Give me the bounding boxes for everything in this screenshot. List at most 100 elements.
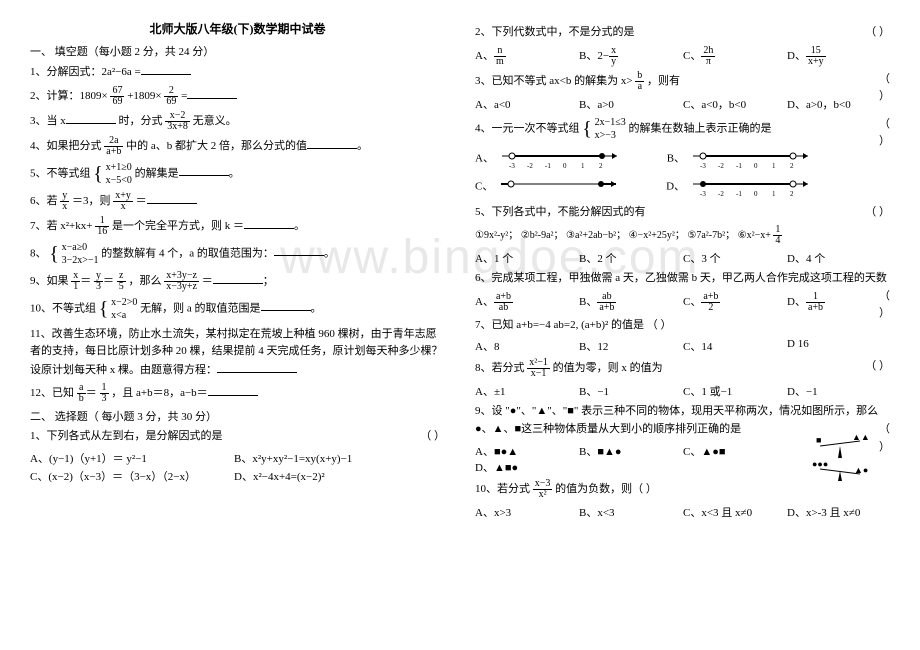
den: 3 xyxy=(94,282,103,292)
lbl: A、 xyxy=(475,152,494,164)
frac-ab: ab xyxy=(77,383,86,404)
q5a: 5、不等式组 xyxy=(30,167,91,179)
brace-icon: { xyxy=(93,164,103,184)
r-q4a: 4、一元一次不等式组 xyxy=(475,122,580,134)
opt-d: D、1a+b xyxy=(787,292,867,313)
lbl: D、 xyxy=(787,50,806,62)
item1: ①9x²-y²； xyxy=(475,228,518,244)
frac-xy: xy xyxy=(609,46,618,67)
left-column: 北师大版八年级(下)数学期中试卷 一、 填空题（每小题 2 分，共 24 分） … xyxy=(30,20,445,522)
r-q5-opts: A、1 个 B、2 个 C、3 个 D、4 个 xyxy=(475,250,890,266)
s2q1-opts: A、(y−1)（y+1）＝ y²−1 B、x²y+xy²−1=xy(x+y)−1 xyxy=(30,450,445,466)
r-q8b: 的值为零，则 x 的值为 xyxy=(553,362,663,374)
brace-icon: { xyxy=(582,119,592,139)
opt-c: C、3 个 xyxy=(683,250,763,266)
opt-d: D、15x+y xyxy=(787,46,867,67)
q7b: 是一个完全平方式，则 k ＝ xyxy=(112,220,244,232)
num: 67 xyxy=(110,86,124,97)
frac-67-69: 6769 xyxy=(110,86,124,107)
frac-nm: nm xyxy=(494,46,506,67)
svg-text:-3: -3 xyxy=(700,162,706,170)
lbl: C、 xyxy=(475,180,493,192)
num: 2h xyxy=(701,46,715,57)
q8: 8、 { x−a≥03−2x>−1 的整数解有 4 个，a 的取值范围为：。 xyxy=(30,241,445,267)
q4: 4、如果把分式 2aa+b 中的 a、b 都扩大 2 倍，那么分式的值。 xyxy=(30,136,445,157)
den: a+b xyxy=(597,303,616,313)
opt-b: B、■▲● xyxy=(579,443,659,459)
r-q2: 2、下列代数式中，不是分式的是 （ ） xyxy=(475,24,890,42)
case-row: x−a≥0 xyxy=(62,241,99,254)
blank xyxy=(187,87,237,99)
blank xyxy=(274,244,324,256)
opt-a: A、1 个 xyxy=(475,250,555,266)
r-q2-opts: A、nm B、2−xy C、2hπ D、15x+y xyxy=(475,46,890,67)
den: 16 xyxy=(95,227,109,237)
frac-abab: a+bab xyxy=(494,292,513,313)
opt-c: C、a<0，b<0 xyxy=(683,96,763,112)
opt-a: A、(y−1)（y+1）＝ y²−1 xyxy=(30,450,210,466)
r-q2-text: 2、下列代数式中，不是分式的是 xyxy=(475,26,635,38)
numline-row1: A、 -3-2-1012 B、 -3-2-1012 xyxy=(475,146,879,172)
frac-x21: x²−1x−1 xyxy=(527,358,550,379)
numberline-b: -3-2-1012 xyxy=(688,146,818,172)
item6: ⑥x²−x+ xyxy=(738,228,771,244)
q3c: 无意义。 xyxy=(193,115,237,127)
q3: 3、当 x 时，分式 x−23x+8 无意义。 xyxy=(30,111,445,132)
section1-head: 一、 填空题（每小题 2 分，共 24 分） xyxy=(30,43,445,59)
svg-text:-1: -1 xyxy=(736,162,742,170)
den: a+b xyxy=(806,303,825,313)
den: 69 xyxy=(110,97,124,107)
frac-1apb: 1a+b xyxy=(806,292,825,313)
den: x−1 xyxy=(527,369,550,379)
num: b xyxy=(635,71,644,82)
num: x−3 xyxy=(533,479,553,490)
lbl: C、 xyxy=(683,50,701,62)
den: a xyxy=(635,82,644,92)
q10a: 10、不等式组 xyxy=(30,302,96,314)
r-q5: 5、下列各式中，不能分解因式的有（ ） xyxy=(475,204,890,222)
brace-icon: { xyxy=(49,244,59,264)
r-q10a: 10、若分式 xyxy=(475,483,530,495)
den: x−3y+z xyxy=(164,282,199,292)
r-q3b: ，则有 xyxy=(647,75,680,87)
den: 69 xyxy=(164,97,178,107)
den: 5 xyxy=(117,282,126,292)
q6a: 6、若 xyxy=(30,195,58,207)
frac-yx: yx xyxy=(60,191,69,212)
q6c: ＝ xyxy=(136,195,147,207)
q1-text: 1、分解因式：2a²−6a = xyxy=(30,66,141,78)
svg-text:■: ■ xyxy=(816,435,821,445)
opt-d: D、a>0，b<0 xyxy=(787,96,867,112)
r-q4: 4、一元一次不等式组 { 2x−1≤3x>−3 的解集在数轴上表示正确的是 （） xyxy=(475,116,890,142)
opt-d: D、−1 xyxy=(787,383,867,399)
den: 1 xyxy=(71,282,80,292)
r-q3: 3、已知不等式 ax<b 的解集为 x> ba ，则有 （） xyxy=(475,71,890,92)
opt-b: B、x²y+xy²−1=xy(x+y)−1 xyxy=(234,450,414,466)
q12a: 12、已知 xyxy=(30,387,74,399)
q11: 11、改善生态环境，防止水土流失，某村拟定在荒坡上种植 960 棵树，由于青年志… xyxy=(30,326,445,380)
den: x xyxy=(113,202,133,212)
opt-a: A、 -3-2-1012 xyxy=(475,146,627,172)
r-q8a: 8、若分式 xyxy=(475,362,525,374)
q3a: 3、当 x xyxy=(30,115,66,127)
opt-b: B、x<3 xyxy=(579,504,659,520)
frac-x1: x1 xyxy=(71,271,80,292)
item2: ②b²-9a²； xyxy=(521,228,564,244)
num: x+y xyxy=(113,191,133,202)
paren: （ ） xyxy=(865,24,890,42)
q6b: ＝3，则 xyxy=(72,195,111,207)
den: a+b xyxy=(104,147,123,157)
den: m xyxy=(494,57,506,67)
case-row: 2x−1≤3 xyxy=(595,116,626,129)
den: x² xyxy=(533,490,553,500)
frac-1-3: 13 xyxy=(100,383,109,404)
q12: 12、已知 ab＝ 13 ，且 a+b＝8，a−b＝ xyxy=(30,383,445,404)
numberline-c xyxy=(496,174,626,200)
frac-2a-ab: 2aa+b xyxy=(104,136,123,157)
opt-d: D 16 xyxy=(787,338,867,354)
opt-b: B、12 xyxy=(579,338,659,354)
balance-diagram: ■▲▲ ●●●▲● xyxy=(810,431,900,486)
opt-c: C、14 xyxy=(683,338,763,354)
num: x xyxy=(71,271,80,282)
paren: （ ） xyxy=(865,204,890,222)
